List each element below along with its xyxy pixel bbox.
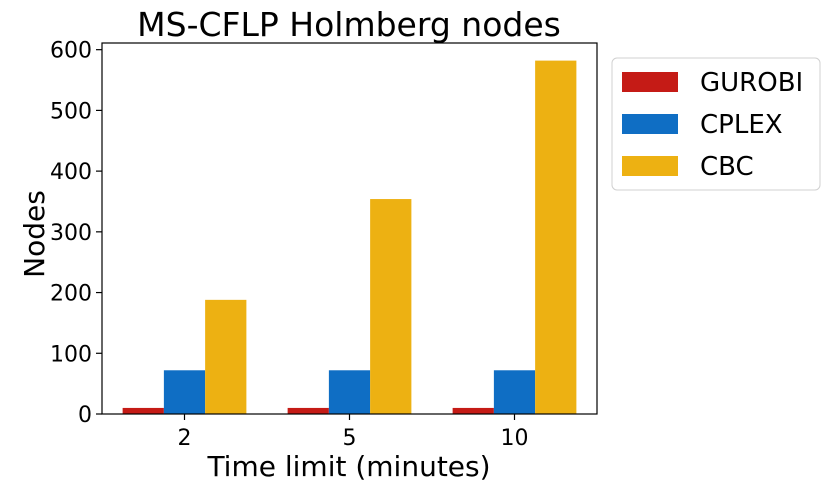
- bar-cplex-2: [163, 370, 206, 414]
- x-tick-label: 5: [343, 426, 357, 451]
- y-tick-label: 400: [50, 160, 92, 185]
- bar-gurobi-10: [452, 407, 494, 414]
- legend-label-cbc: CBC: [700, 152, 754, 182]
- x-tick-label: 10: [501, 426, 529, 451]
- x-axis-label: Time limit (minutes): [206, 450, 490, 483]
- bar-gurobi-5: [287, 407, 329, 414]
- plot-area: [122, 60, 577, 415]
- legend-label-gurobi: GUROBI: [700, 68, 803, 98]
- bar-cbc-2: [205, 299, 247, 414]
- y-tick-label: 200: [50, 282, 92, 307]
- y-axis: 0 100 200 300 400 500 600: [50, 39, 102, 428]
- plot-frame: [101, 42, 598, 415]
- y-tick-label: 500: [50, 99, 92, 124]
- bar-cbc-5: [370, 199, 412, 414]
- legend-swatch-gurobi: [622, 72, 678, 92]
- bar-gurobi-2: [122, 407, 164, 414]
- y-tick-label: 600: [50, 39, 92, 64]
- y-tick-label: 300: [50, 221, 92, 246]
- bar-cbc-10: [535, 60, 577, 415]
- legend: GUROBI CPLEX CBC: [611, 57, 821, 191]
- y-axis-label: Nodes: [18, 190, 51, 278]
- legend-swatch-cbc: [622, 156, 678, 176]
- y-tick-label: 100: [50, 342, 92, 367]
- bar-cplex-5: [328, 370, 371, 414]
- x-axis: 2 5 10: [178, 414, 529, 451]
- y-tick-label: 0: [78, 403, 92, 428]
- x-tick-label: 2: [178, 426, 192, 451]
- chart-title: MS-CFLP Holmberg nodes: [137, 5, 561, 44]
- legend-swatch-cplex: [622, 114, 678, 134]
- legend-label-cplex: CPLEX: [700, 110, 783, 140]
- bar-cplex-10: [493, 370, 536, 414]
